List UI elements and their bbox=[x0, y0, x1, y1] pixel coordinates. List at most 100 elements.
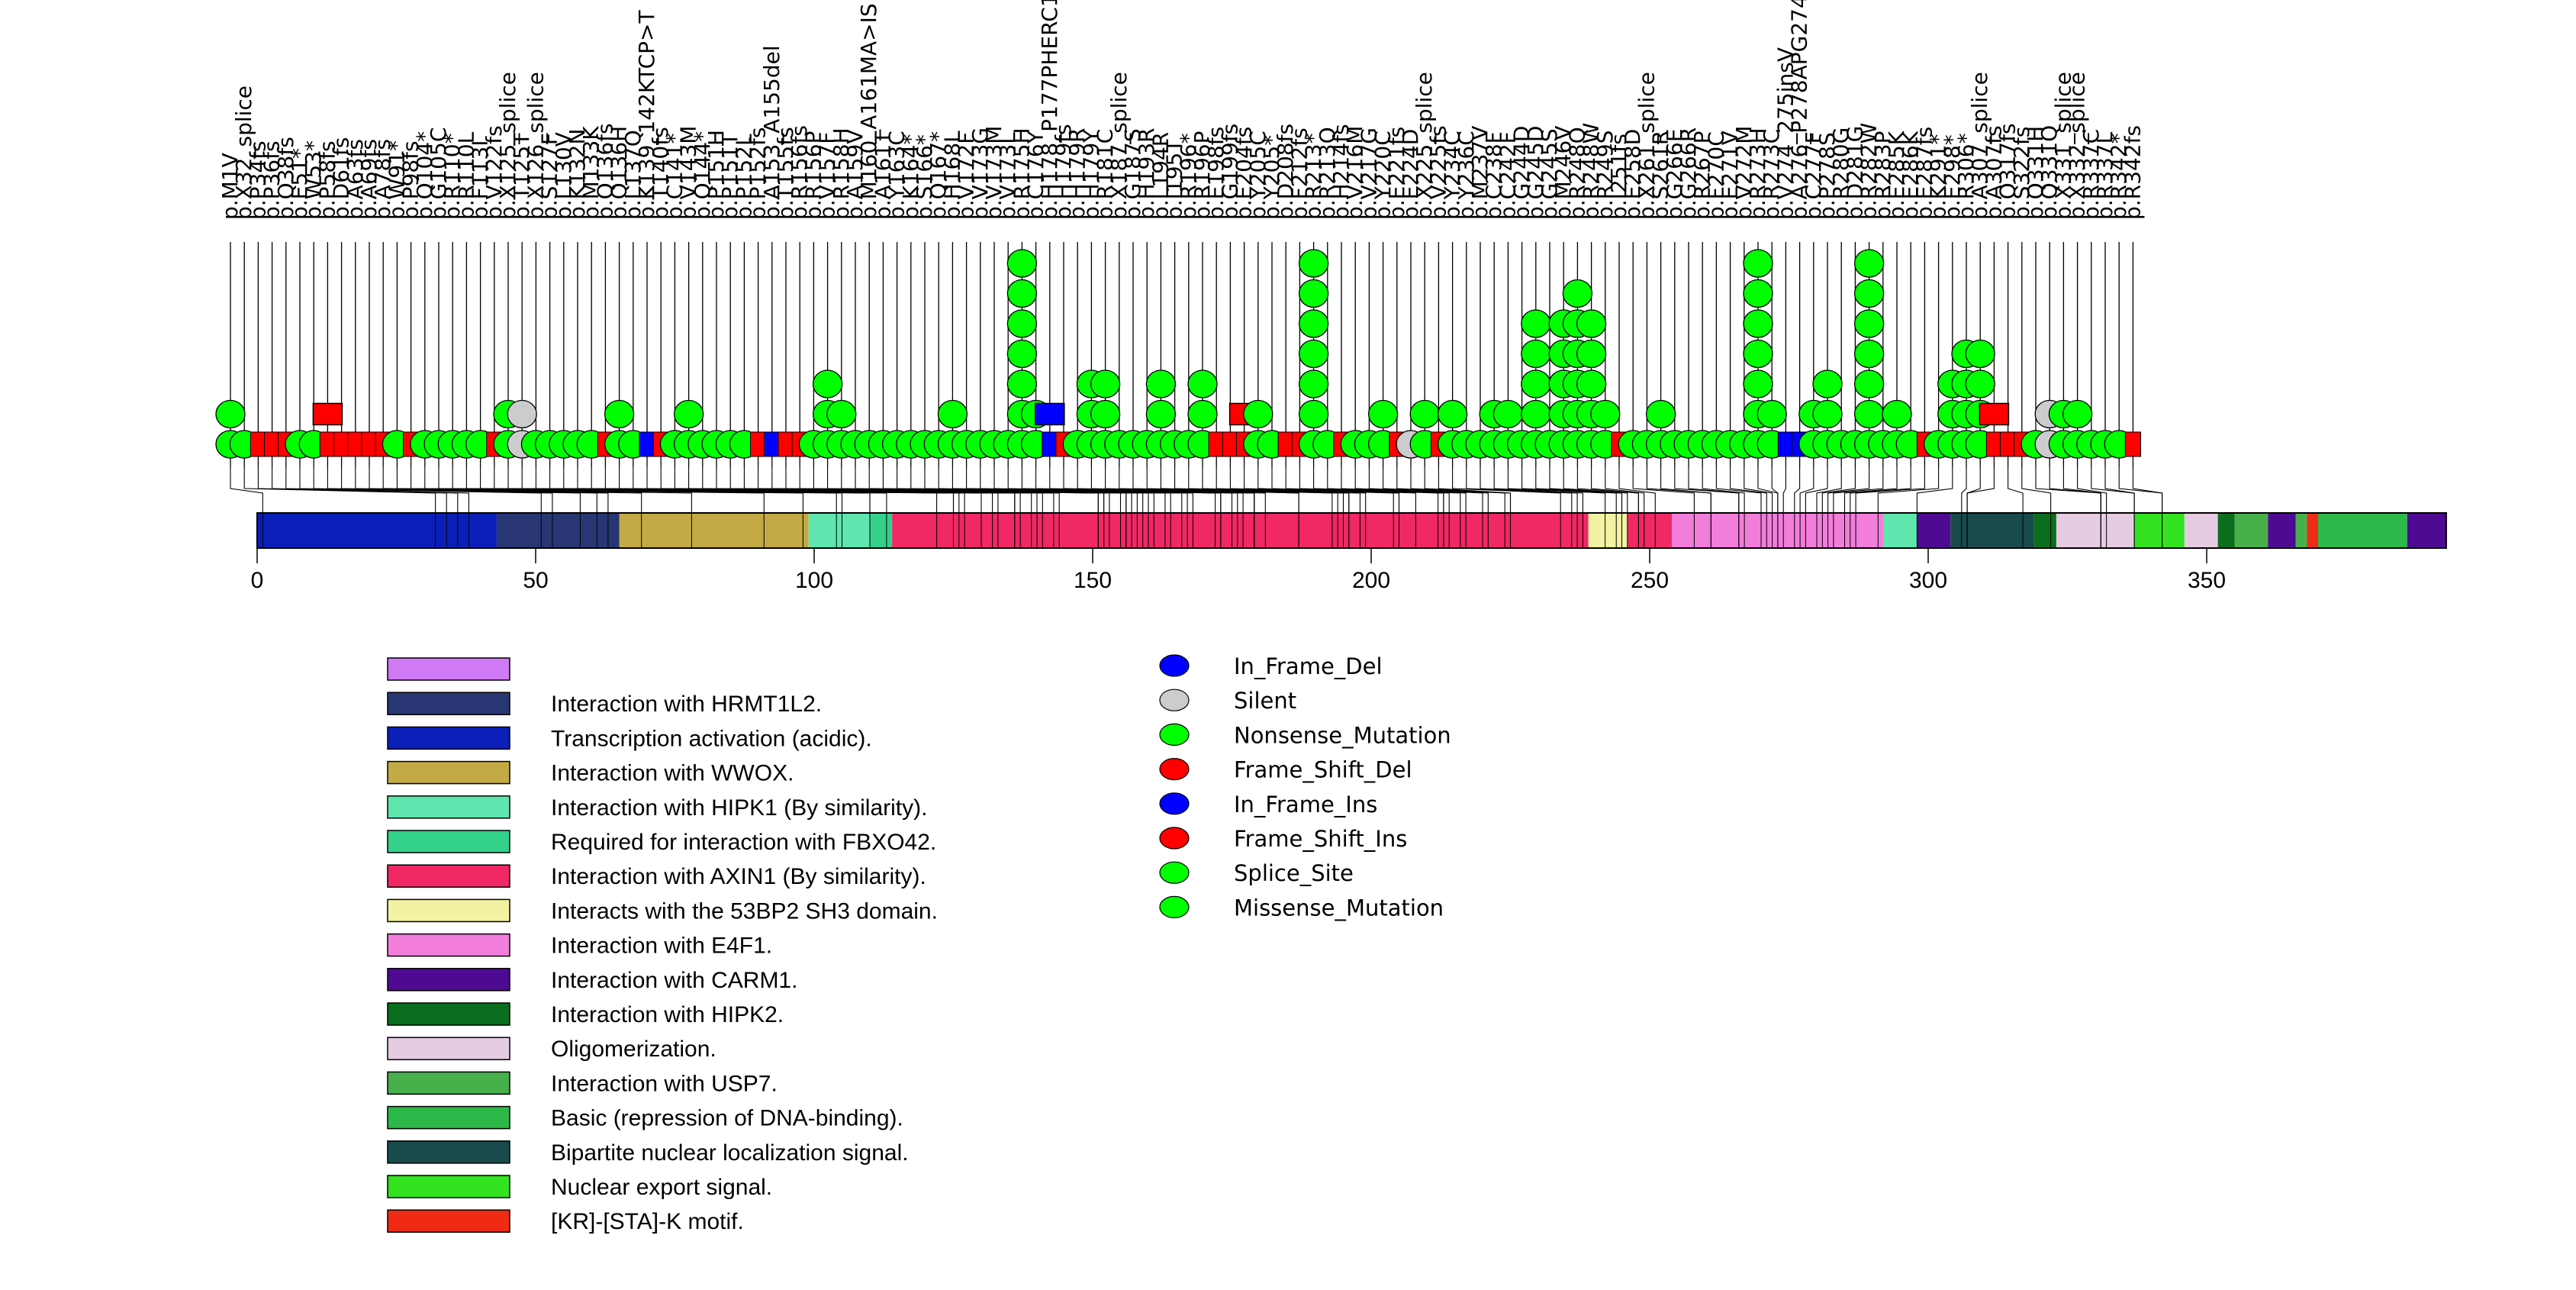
mutation-mark-circle bbox=[937, 399, 968, 429]
mutation-mark-square bbox=[1985, 431, 2003, 457]
mutation-label: p.E298* bbox=[1940, 134, 1965, 220]
mutation-label: p.V272M bbox=[1731, 126, 1757, 220]
mutation-mark-circle bbox=[1576, 369, 1607, 398]
mutation-mark-square bbox=[2000, 431, 2017, 457]
mutation-label: p.E271V bbox=[1718, 131, 1743, 220]
legend-label: Silent bbox=[1234, 688, 1296, 714]
legend-swatch bbox=[387, 1002, 510, 1026]
mutation-mark-circle bbox=[673, 399, 704, 429]
mutation-label: p.X125_splice bbox=[495, 72, 520, 220]
mutation-mark-circle bbox=[1521, 369, 1551, 398]
mutation-mark-square bbox=[778, 431, 794, 457]
mutation-label: p.A69fs bbox=[356, 139, 382, 220]
mutation-label: p.P98fs bbox=[398, 140, 423, 220]
position-connector bbox=[2104, 467, 2135, 513]
mutation-mark-circle bbox=[1757, 399, 1787, 429]
mutation-label: p.A153_A155del bbox=[759, 45, 784, 220]
position-connector bbox=[2132, 467, 2163, 513]
mutation-stems bbox=[230, 242, 2134, 467]
mutation-mark-square bbox=[361, 431, 378, 457]
mutation-label: p.R342* bbox=[2106, 133, 2131, 220]
mutation-label: p.E204fs bbox=[1232, 127, 1257, 220]
mutation-mark-circle bbox=[1853, 309, 1885, 338]
position-connector bbox=[1688, 467, 1740, 513]
mutation-label: p.A78fs bbox=[370, 139, 395, 220]
mutation-label: p.R158H bbox=[829, 127, 854, 220]
mutation-label: p.A63fs bbox=[343, 139, 368, 220]
domain-segment: Bipartite nuclear localization signal. bbox=[1950, 513, 2034, 548]
mutation-mark-square bbox=[1208, 431, 1225, 457]
position-connector bbox=[1132, 467, 1299, 513]
mutation-label: p.V122fs bbox=[481, 125, 507, 220]
mutation-label: p.V143M bbox=[676, 126, 701, 220]
mutation-label: p.V172F bbox=[954, 132, 979, 220]
mutation-mark-circle bbox=[1006, 339, 1038, 369]
position-connector bbox=[1744, 467, 1773, 513]
mutation-label: p.E287fs bbox=[1911, 127, 1937, 220]
mutation-label: p.R196* bbox=[1176, 133, 1201, 220]
mutation-label: p.G244D bbox=[1509, 126, 1534, 220]
domain-segment: Interacts with the 53BP2 SH3 domain. bbox=[1588, 513, 1628, 548]
mutation-label: p.R156fs bbox=[787, 125, 812, 220]
legend-label: Transcription activation (acidic). bbox=[551, 726, 872, 751]
legend-label: Interaction with HIPK2. bbox=[551, 1002, 784, 1027]
mutation-label: p.R283P bbox=[1870, 131, 1895, 220]
legend-swatch bbox=[387, 1105, 510, 1130]
mutation-label: p.A161T bbox=[870, 131, 895, 220]
mutation-label: p.X261_splice bbox=[1634, 72, 1659, 220]
mutation-label: p.V217G bbox=[1356, 127, 1381, 220]
position-connector bbox=[1966, 467, 1995, 513]
position-connector bbox=[1493, 467, 1583, 513]
mutation-label: p.V274_275insV bbox=[1773, 47, 1798, 220]
position-connector bbox=[1715, 467, 1762, 513]
mutation-mark-circle bbox=[1298, 339, 1329, 369]
position-connector bbox=[1730, 467, 1767, 513]
mutation-label: p.V173L bbox=[995, 132, 1020, 220]
mutation-label: p.M1V bbox=[217, 153, 243, 220]
mutation-label: p.K139_142KTCP>T bbox=[634, 10, 659, 220]
mutation-label: p.Y163C bbox=[884, 131, 910, 220]
mutation-label: p.M133K bbox=[578, 126, 604, 220]
mutation-mark-circle bbox=[1965, 369, 1995, 398]
mutation-mark-circle bbox=[1645, 399, 1676, 429]
legend-label: Interaction with HRMT1L2. bbox=[551, 692, 822, 717]
position-connector bbox=[1805, 467, 1828, 513]
mutation-mark-square bbox=[250, 431, 266, 457]
mutation-mark-square bbox=[1222, 431, 1239, 457]
mutation-label: p.Y234C bbox=[1440, 131, 1465, 220]
mutation-mark-circle bbox=[1409, 399, 1440, 429]
mutation-label: p.Q136H bbox=[607, 126, 632, 220]
mutation-label: p.A159V bbox=[842, 130, 868, 220]
mutation-label: p.C176Y bbox=[1023, 130, 1048, 220]
mutation-label: p.R280G bbox=[1828, 127, 1853, 220]
mutation-label: p.C277F bbox=[1801, 131, 1826, 220]
x-axis: 0 50 100 150 200 250 300 350 bbox=[251, 548, 2226, 593]
position-connector bbox=[1850, 467, 1911, 513]
mutation-label: p.R248Q bbox=[1564, 127, 1589, 220]
legend-label: Bipartite nuclear localization signal. bbox=[551, 1140, 909, 1166]
mutation-label: p.P151H bbox=[704, 130, 729, 220]
legend-label: Required for interaction with FBXO42. bbox=[551, 830, 936, 855]
mutation-label: p.Y205C bbox=[1245, 131, 1270, 220]
position-connector bbox=[382, 467, 692, 513]
mutation-mark-circle bbox=[1437, 399, 1468, 429]
mutation-labels: p.M1Vp.X32_splicep.P34fsp.P36fsp.Q38fsp.… bbox=[217, 0, 2145, 220]
mutation-mark-circle bbox=[1090, 369, 1121, 398]
position-connector bbox=[1452, 467, 1561, 513]
position-connector bbox=[1702, 467, 1745, 513]
position-connector bbox=[1105, 467, 1266, 513]
position-connector bbox=[1396, 467, 1489, 513]
position-connector bbox=[1771, 467, 1779, 513]
x-tick-label: 100 bbox=[795, 568, 833, 593]
mutation-label: p.Q144* bbox=[690, 131, 715, 220]
mutation-mark-circle bbox=[1743, 369, 1773, 398]
mutation-label: p.Q104* bbox=[412, 131, 437, 220]
position-connector bbox=[1843, 467, 1898, 513]
legend-marker bbox=[1159, 689, 1190, 711]
legend-swatch bbox=[387, 968, 510, 992]
legend-label: Interacts with the 53BP2 SH3 domain. bbox=[551, 898, 938, 924]
domain-bar: Transcription activation (acidic).Intera… bbox=[256, 512, 2447, 549]
mutation-label: p.K164* bbox=[898, 134, 923, 220]
mutation-label: p.C238F bbox=[1481, 131, 1506, 220]
